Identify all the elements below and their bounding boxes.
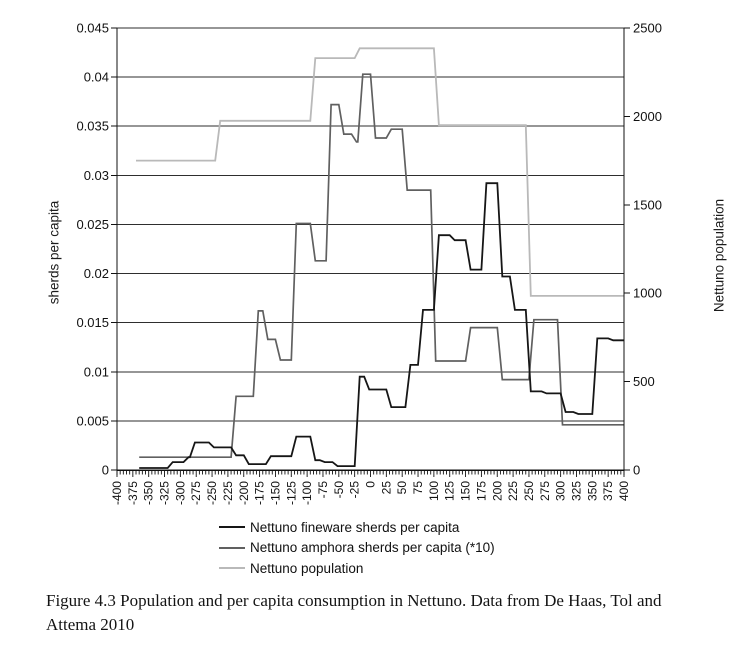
figure-caption: Figure 4.3 Population and per capita con…	[46, 589, 716, 637]
right-axis-tick-label: 2000	[633, 109, 662, 124]
x-axis-tick-label: -125	[284, 481, 298, 505]
x-axis-tick-label: -250	[205, 481, 219, 505]
fineware-line-swatch-icon	[219, 526, 245, 529]
x-axis-tick-label: -350	[142, 481, 156, 505]
x-axis-tick-label: -300	[173, 481, 187, 505]
right-axis-tick-label: 1000	[633, 286, 662, 301]
legend-label: Nettuno population	[250, 560, 364, 576]
series-line-fineware	[139, 182, 624, 469]
series-line-amphora	[139, 73, 624, 459]
left-axis-tick-label: 0.025	[76, 217, 109, 232]
x-axis-tick-label: 50	[395, 481, 409, 495]
right-axis-tick-label: 1500	[633, 197, 662, 212]
x-axis-tick-label: -275	[189, 481, 203, 505]
population-line-swatch-icon	[219, 567, 245, 570]
right-axis-tick-label: 500	[633, 374, 655, 389]
x-axis-tick-label: 125	[443, 481, 457, 501]
x-axis-tick-label: 175	[474, 481, 488, 501]
legend-item-fineware: Nettuno fineware sherds per capita	[219, 517, 495, 538]
x-axis-tick-label: -375	[126, 481, 140, 505]
x-axis-tick-label: 150	[459, 481, 473, 501]
x-axis-tick-label: -225	[221, 481, 235, 505]
chart-legend: Nettuno fineware sherds per capita Nettu…	[219, 517, 495, 579]
x-axis-tick-label: 250	[522, 481, 536, 501]
x-axis-tick-label: -50	[332, 481, 346, 499]
right-axis-title: Nettuno population	[711, 198, 727, 313]
x-axis-tick-label: 275	[538, 481, 552, 501]
x-axis-tick-label: 100	[427, 481, 441, 501]
x-axis-tick-label: 375	[601, 481, 615, 501]
left-axis-tick-label: 0.01	[84, 364, 109, 379]
left-axis-tick-label: 0.005	[76, 413, 109, 428]
x-axis-tick-label: 400	[617, 481, 631, 501]
caption-line-2: Attema 2010	[46, 615, 135, 635]
x-axis-tick-label: -100	[300, 481, 314, 505]
legend-label: Nettuno fineware sherds per capita	[250, 519, 460, 535]
left-axis-title: sherds per capita	[46, 200, 62, 305]
x-axis-tick-label: -400	[110, 481, 124, 505]
left-axis-tick-label: 0.015	[76, 315, 109, 330]
x-axis-tick-label: -200	[237, 481, 251, 505]
x-axis-tick-label: -25	[348, 481, 362, 499]
left-axis-tick-label: 0.02	[84, 266, 109, 281]
x-axis-tick-label: -175	[253, 481, 267, 505]
x-axis-tick-label: 300	[554, 481, 568, 501]
x-axis-tick-label: 0	[364, 481, 378, 488]
right-axis-tick-label: 2500	[633, 21, 662, 36]
legend-item-population: Nettuno population	[219, 558, 495, 579]
x-axis-tick-label: 200	[490, 481, 504, 501]
legend-item-amphora: Nettuno amphora sherds per capita (*10)	[219, 538, 495, 559]
left-axis-tick-label: 0	[102, 463, 109, 478]
right-axis-tick-label: 0	[633, 463, 640, 478]
chart-canvas: 0 0.005 0.01 0.015 0.02 0.025 0.03 0.035 0.04 0.0…	[76, 21, 662, 506]
left-axis-tick-label: 0.03	[84, 168, 109, 183]
x-axis-tick-label: 75	[411, 481, 425, 495]
amphora-line-swatch-icon	[219, 546, 245, 549]
x-axis-tick-label: 25	[379, 481, 393, 495]
legend-label: Nettuno amphora sherds per capita (*10)	[250, 540, 495, 556]
x-axis-tick-label: 325	[569, 481, 583, 501]
left-axis-tick-label: 0.045	[76, 21, 109, 36]
x-axis-tick-label: -325	[158, 481, 172, 505]
x-axis-tick-label: 350	[585, 481, 599, 501]
left-axis-tick-label: 0.04	[84, 70, 109, 85]
x-axis-tick-label: -75	[316, 481, 330, 499]
caption-line-1: Figure 4.3 Population and per capita con…	[46, 591, 662, 610]
left-axis-tick-label: 0.035	[76, 119, 109, 134]
x-axis-tick-label: -150	[268, 481, 282, 505]
x-axis-tick-label: 225	[506, 481, 520, 501]
series-line-population	[136, 47, 624, 297]
